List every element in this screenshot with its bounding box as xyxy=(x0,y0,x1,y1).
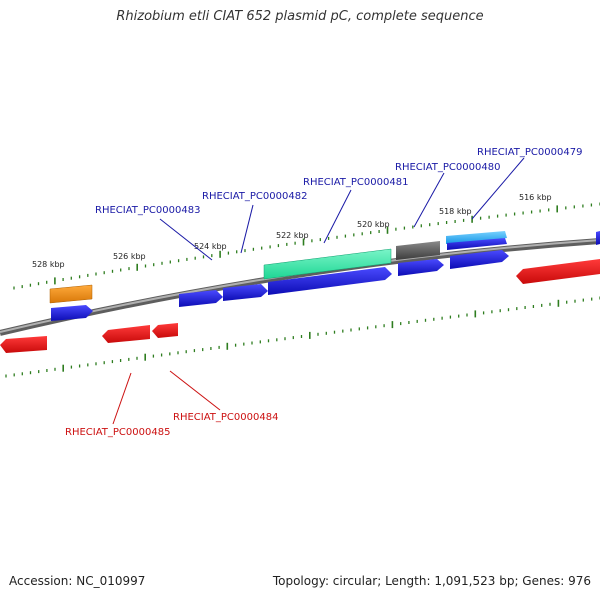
ruler-label-524: 524 kbp xyxy=(194,242,227,251)
ruler-labels: 528 kbp 526 kbp 524 kbp 522 kbp 520 kbp … xyxy=(32,193,552,269)
feature-blue-d[interactable] xyxy=(450,250,509,269)
map-title: Rhizobium etli CIAT 652 plasmid pC, comp… xyxy=(116,9,484,24)
reverse-features xyxy=(0,259,600,353)
feature-blue-a[interactable] xyxy=(51,305,93,321)
ruler-label-526: 526 kbp xyxy=(113,252,146,261)
gene-labels: RHECIAT_PC0000483 RHECIAT_PC0000482 RHEC… xyxy=(65,147,582,438)
gene-label-RHECIAT_PC0000484[interactable]: RHECIAT_PC0000484 xyxy=(173,412,278,423)
inner-tick-ring xyxy=(5,296,600,378)
gene-label-RHECIAT_PC0000480[interactable]: RHECIAT_PC0000480 xyxy=(395,162,500,173)
gene-label-RHECIAT_PC0000483[interactable]: RHECIAT_PC0000483 xyxy=(95,205,200,216)
feature-RHECIAT_PC0000481[interactable] xyxy=(268,267,392,295)
gene-label-RHECIAT_PC0000482[interactable]: RHECIAT_PC0000482 xyxy=(202,191,307,202)
feature-blue-b[interactable] xyxy=(179,290,223,307)
ruler-label-518: 518 kbp xyxy=(439,207,472,216)
ruler-label-520: 520 kbp xyxy=(357,220,390,229)
feature-RHECIAT_PC0000479[interactable] xyxy=(447,238,507,250)
leader-lines xyxy=(112,157,525,425)
feature-cyan[interactable] xyxy=(446,231,507,244)
ruler-label-516: 516 kbp xyxy=(519,193,552,202)
feature-green[interactable] xyxy=(263,248,392,280)
gene-label-RHECIAT_PC0000485[interactable]: RHECIAT_PC0000485 xyxy=(65,427,170,438)
feature-orange[interactable] xyxy=(49,284,93,304)
gene-label-RHECIAT_PC0000481[interactable]: RHECIAT_PC0000481 xyxy=(303,177,408,188)
feature-blue-c[interactable] xyxy=(223,284,268,301)
accession-text: Accession: NC_010997 xyxy=(9,574,146,588)
feature-RHECIAT_PC0000484[interactable] xyxy=(152,323,178,338)
feature-blue-edge[interactable] xyxy=(596,231,600,245)
feature-red-right[interactable] xyxy=(516,259,600,284)
ruler-label-528: 528 kbp xyxy=(32,260,65,269)
forward-features xyxy=(49,231,600,321)
feature-red-left[interactable] xyxy=(0,336,47,353)
outer-tick-ring xyxy=(13,202,600,290)
gene-label-RHECIAT_PC0000479[interactable]: RHECIAT_PC0000479 xyxy=(477,147,582,158)
ruler-label-522: 522 kbp xyxy=(276,231,309,240)
topology-summary: Topology: circular; Length: 1,091,523 bp… xyxy=(272,574,591,588)
feature-RHECIAT_PC0000485[interactable] xyxy=(102,325,150,343)
feature-RHECIAT_PC0000480[interactable] xyxy=(398,259,444,276)
feature-gray[interactable] xyxy=(396,241,440,260)
